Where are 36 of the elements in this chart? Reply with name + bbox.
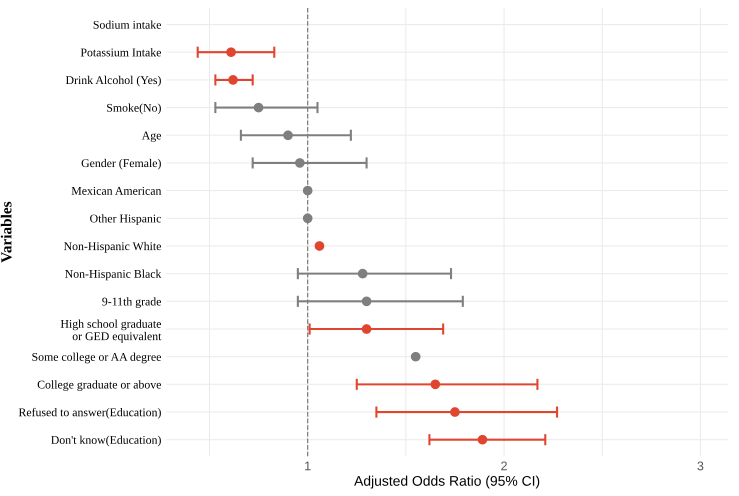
y-tick-label: 9-11th grade bbox=[102, 297, 162, 308]
y-tick-label: Other Hispanic bbox=[90, 214, 162, 225]
x-tick-label: 1 bbox=[305, 462, 311, 470]
point bbox=[228, 75, 238, 85]
point bbox=[410, 352, 421, 362]
point bbox=[478, 434, 488, 445]
y-tick-label: Gender (Female) bbox=[82, 158, 161, 170]
point bbox=[430, 379, 440, 390]
x-tick-label: 3 bbox=[697, 462, 704, 470]
y-axis-title: Variables bbox=[0, 202, 12, 263]
x-tick-label: 2 bbox=[501, 462, 507, 470]
y-tick-label: Refused to answer(Education) bbox=[18, 408, 161, 419]
point bbox=[362, 324, 372, 334]
y-tick-label: Potassium Intake bbox=[80, 48, 162, 56]
x-axis-title: Adjusted Odds Ratio (95% CI) bbox=[354, 476, 540, 489]
point bbox=[283, 130, 293, 140]
y-tick-label: High school graduate or GED equivalent bbox=[60, 320, 162, 343]
y-tick-label: Sodium intake bbox=[94, 20, 162, 29]
point bbox=[254, 102, 264, 112]
point bbox=[450, 407, 460, 417]
y-tick-label: Don't know(Education) bbox=[51, 436, 161, 446]
y-tick-label: Smoke(No) bbox=[107, 103, 161, 114]
y-tick-label: Some college or AA degree bbox=[32, 352, 161, 364]
y-tick-label: Non-Hispanic Black bbox=[65, 270, 162, 280]
point bbox=[302, 213, 313, 224]
point bbox=[226, 47, 236, 58]
y-tick-label: Drink Alcohol (Yes) bbox=[66, 76, 161, 87]
y-tick-label: Age bbox=[142, 132, 162, 142]
point bbox=[362, 296, 372, 306]
point bbox=[302, 186, 313, 196]
point bbox=[314, 241, 324, 251]
point bbox=[358, 268, 368, 279]
y-tick-label: Non-Hispanic White bbox=[64, 242, 162, 253]
y-tick-label: Mexican American bbox=[72, 186, 162, 195]
y-tick-label: College graduate or above bbox=[38, 380, 161, 391]
point bbox=[294, 158, 305, 168]
